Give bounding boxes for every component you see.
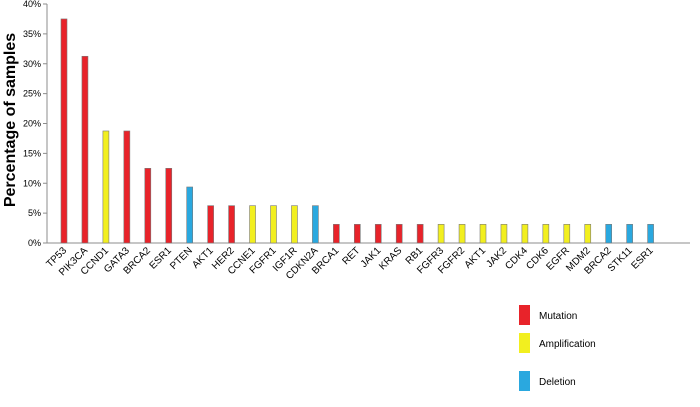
x-tick-labels: TP53PIK3CACCND1GATA3BRCA2ESR1PTENAKT1HER… <box>44 245 656 282</box>
legend-swatch <box>519 305 530 325</box>
bar <box>102 130 110 244</box>
y-tick-label: 20% <box>23 119 41 129</box>
bar <box>144 168 152 244</box>
bar <box>249 205 256 244</box>
bar <box>647 224 654 244</box>
bar <box>626 224 633 244</box>
y-tick-label: 15% <box>23 148 41 158</box>
bar <box>395 224 403 244</box>
y-axis-label: Percentage of samples <box>2 33 19 207</box>
bar <box>542 224 550 244</box>
y-tick-label: 35% <box>23 29 41 39</box>
bar <box>186 186 193 244</box>
legend: Mutation Amplification Deletion <box>519 305 596 391</box>
y-tick-label: 25% <box>23 89 41 99</box>
legend-label: Amplification <box>539 339 596 350</box>
bar <box>437 224 445 244</box>
bar <box>521 224 529 244</box>
bar <box>333 224 340 244</box>
bar <box>563 224 571 244</box>
bar <box>374 224 382 244</box>
bars <box>60 18 654 244</box>
y-tick-label: 40% <box>23 0 41 9</box>
bar <box>353 224 361 244</box>
x-tick-label: KRAS <box>377 245 404 272</box>
x-tick-label: PTEN <box>168 245 195 272</box>
legend-label: Mutation <box>539 311 577 322</box>
x-tick-label: ESR1 <box>629 245 656 272</box>
bar <box>81 55 89 244</box>
bar <box>60 18 68 244</box>
y-tick-label: 0% <box>28 238 41 248</box>
y-tick-label: 10% <box>23 178 41 188</box>
x-tick-label: CDK4 <box>503 245 530 272</box>
bar <box>165 168 173 244</box>
bar <box>500 224 508 244</box>
legend-swatch <box>519 333 530 353</box>
legend-label: Deletion <box>539 377 576 388</box>
bar <box>605 224 613 244</box>
bar <box>312 205 319 244</box>
bar <box>228 205 235 244</box>
bar <box>207 205 214 244</box>
bar <box>123 130 131 244</box>
x-tick-label: STK11 <box>606 245 635 274</box>
bar <box>479 224 487 244</box>
axes <box>46 4 690 244</box>
bar <box>584 224 592 244</box>
legend-swatch <box>519 371 530 391</box>
y-tick-label: 30% <box>23 59 41 69</box>
bar <box>291 205 298 244</box>
bar <box>458 224 466 244</box>
bar <box>416 224 424 244</box>
x-tick-label: AKT1 <box>463 245 489 271</box>
y-tick-label: 5% <box>28 208 41 218</box>
y-ticks: 0% 5% 10% 15% 20% 25% 30% 35% 40% <box>23 0 47 248</box>
bar <box>270 205 277 244</box>
